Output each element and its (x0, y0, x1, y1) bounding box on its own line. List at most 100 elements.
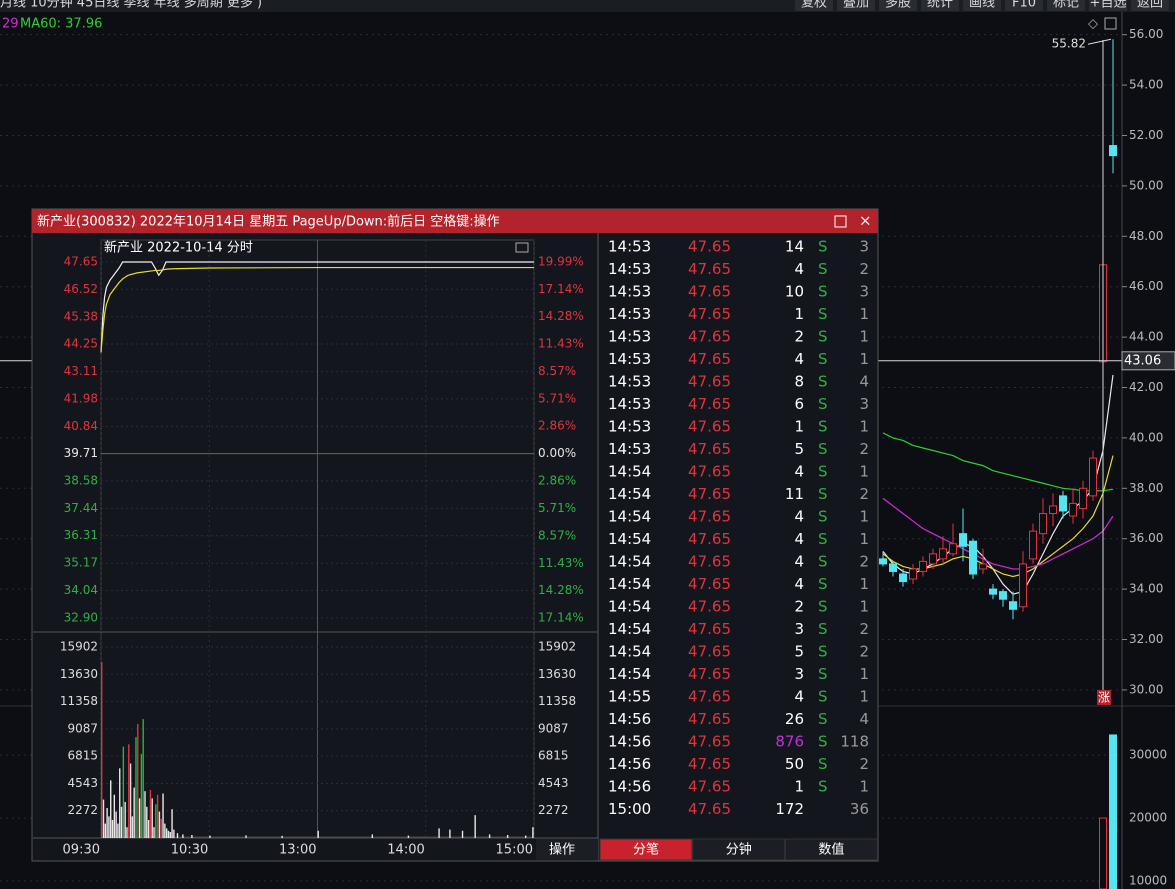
toolbar-button-label[interactable]: 多股 (885, 0, 911, 11)
volume-bar (147, 819, 150, 838)
trade-price: 47.65 (688, 553, 731, 571)
trade-price: 47.65 (688, 395, 731, 413)
toolbar-button[interactable] (795, 0, 833, 11)
candle-body (899, 573, 907, 583)
trade-time: 14:53 (608, 238, 651, 256)
tab[interactable] (784, 838, 878, 861)
y-tick-label: 34.04 (64, 583, 98, 597)
candle-body (1109, 145, 1117, 157)
toolbar-button[interactable] (837, 0, 875, 11)
trade-time: 14:56 (608, 778, 651, 796)
trade-time: 14:54 (608, 598, 651, 616)
trade-price: 47.65 (688, 575, 731, 593)
volume-bar (111, 819, 114, 838)
toolbar-button[interactable] (1131, 0, 1169, 11)
toolbar-button-label[interactable]: 统计 (927, 0, 953, 11)
candle-body (999, 591, 1007, 600)
volume-bar (120, 806, 123, 838)
y-tick-label: 41.98 (64, 391, 98, 405)
toolbar-button-label[interactable]: 标记 (1053, 0, 1079, 11)
trade-price: 47.65 (688, 373, 731, 391)
trade-volume: 2 (794, 328, 804, 346)
trade-price: 47.65 (688, 710, 731, 728)
tab-label[interactable]: 分钟 (726, 842, 752, 858)
toolbar-tabs[interactable]: 月线 10分钟 45日线 季线 年线 多周期 更多 ) (0, 0, 262, 11)
volume-bar (115, 811, 117, 838)
y-tick-label-right: 2272 (538, 803, 569, 817)
trade-side: S (818, 620, 828, 638)
trade-time: 14:54 (608, 553, 651, 571)
ma60-legend: MA60: 37.96 (20, 17, 102, 32)
icon-box[interactable] (1104, 17, 1117, 30)
icon-diamond[interactable]: ◇ (1088, 17, 1098, 32)
trade-side: S (818, 643, 828, 661)
popup-window (31, 208, 879, 862)
trade-volume: 172 (775, 800, 804, 818)
candle-body (939, 548, 947, 560)
toolbar-button-label[interactable]: +自选 (1090, 0, 1127, 11)
y2-tick-label: 2.86% (538, 474, 576, 488)
trade-side: S (818, 305, 828, 323)
candle-body (1079, 487, 1087, 509)
trade-time: 14:53 (608, 260, 651, 278)
volume-bar (165, 828, 168, 838)
trade-volume: 4 (794, 260, 804, 278)
trade-side: S (818, 598, 828, 616)
tab[interactable] (599, 838, 693, 861)
trade-count: 2 (859, 620, 869, 638)
toolbar-button-label[interactable]: 叠加 (843, 0, 869, 11)
high-label: 55.82 (1052, 37, 1086, 51)
volume-bar (532, 827, 534, 838)
volume-bar (524, 835, 527, 838)
candle-body (929, 553, 937, 565)
toolbar-button[interactable] (1005, 0, 1043, 11)
volume-bar (129, 763, 132, 838)
y-tick-label: 2272 (67, 803, 98, 817)
trade-price: 47.65 (688, 440, 731, 458)
x-tick-label: 15:00 (496, 843, 533, 858)
y-tick-label-right: 15902 (538, 640, 576, 654)
y-tick-label: 54.00 (1129, 78, 1163, 92)
tab-label[interactable]: 分笔 (633, 842, 659, 858)
trade-side: S (818, 778, 828, 796)
trade-side: S (818, 373, 828, 391)
y-tick-label: 9087 (67, 721, 98, 735)
crosshair-label-bg (1121, 351, 1175, 371)
trade-side: S (818, 238, 828, 256)
toolbar-button[interactable] (963, 0, 1001, 11)
y-tick-label: 44.00 (1129, 330, 1163, 344)
volume-bar (110, 780, 112, 838)
toggle-icon[interactable] (515, 242, 529, 253)
action-label[interactable]: 操作 (549, 842, 575, 858)
tab[interactable] (692, 838, 786, 861)
close-button[interactable]: × (859, 212, 872, 230)
volume-bar (144, 791, 146, 838)
toolbar-button[interactable] (1089, 0, 1127, 11)
x-tick-label: 10:30 (171, 843, 208, 858)
tab-label[interactable]: 数值 (818, 842, 844, 858)
trade-side: S (818, 418, 828, 436)
toolbar-button-label[interactable]: F10 (1012, 0, 1036, 11)
y-tick-label: 15902 (60, 640, 98, 654)
toolbar-button-label[interactable]: 画线 (969, 0, 995, 11)
toolbar-button[interactable] (879, 0, 917, 11)
candle-body (1069, 502, 1077, 517)
ma-line (882, 432, 1114, 492)
trade-count: 1 (859, 598, 869, 616)
x-tick-label: 13:00 (279, 843, 316, 858)
trade-count: 1 (859, 350, 869, 368)
y-tick-label: 50.00 (1129, 178, 1163, 192)
toolbar-button-label[interactable]: 返回 (1137, 0, 1163, 11)
toolbar-button[interactable] (921, 0, 959, 11)
trade-side: S (818, 463, 828, 481)
trade-time: 14:54 (608, 508, 651, 526)
action-button[interactable] (536, 839, 598, 860)
trade-time: 14:56 (608, 710, 651, 728)
maximize-button[interactable] (834, 215, 847, 228)
trade-price: 47.65 (688, 260, 731, 278)
toolbar-button-label[interactable]: 复权 (801, 0, 827, 11)
y-tick-label: 36.31 (64, 528, 98, 542)
trade-volume: 3 (794, 620, 804, 638)
toolbar-button[interactable] (1047, 0, 1085, 11)
